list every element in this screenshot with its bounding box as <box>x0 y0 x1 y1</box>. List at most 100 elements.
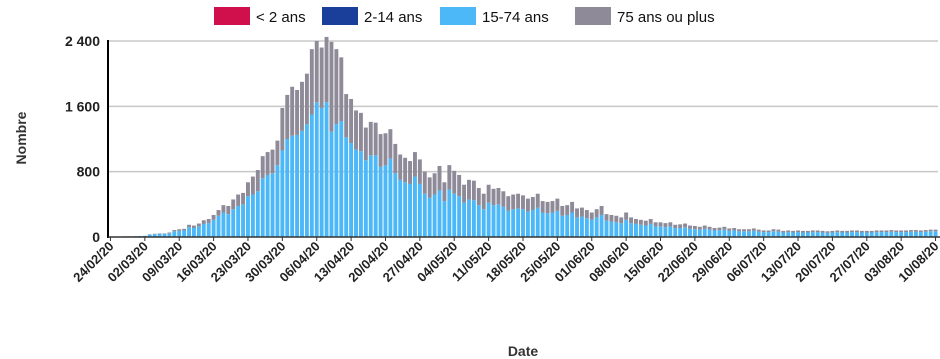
bar-segment <box>368 121 373 156</box>
bar-segment <box>491 205 496 237</box>
bar-segment <box>727 230 732 238</box>
bar-segment <box>889 231 894 237</box>
bar-segment <box>629 217 633 224</box>
bar-segment <box>688 225 692 229</box>
legend-item-under-2[interactable]: < 2 ans <box>214 7 306 26</box>
bar-segment <box>290 135 295 237</box>
bar-segment <box>216 215 221 237</box>
bar-segment <box>260 156 265 179</box>
bar-segment <box>746 231 751 237</box>
bar-segment <box>722 229 727 237</box>
legend-item-75-plus[interactable]: 75 ans ou plus <box>575 7 715 26</box>
legend-item-2-14[interactable]: 2-14 ans <box>322 7 422 26</box>
bar-segment <box>560 205 565 216</box>
bars <box>108 36 938 238</box>
bar-segment <box>339 57 344 122</box>
bar-segment <box>354 149 358 237</box>
bar-segment <box>800 230 805 233</box>
bar-segment <box>506 210 511 237</box>
bar-segment <box>624 212 629 220</box>
bar-segment <box>349 98 354 144</box>
bar-segment <box>791 230 796 233</box>
bar-segment <box>329 131 334 237</box>
bar-segment <box>820 230 825 233</box>
bar-segment <box>378 134 383 167</box>
bar-segment <box>565 214 570 237</box>
bar-segment <box>653 222 658 227</box>
bar-segment <box>295 134 300 237</box>
bar-segment <box>545 213 550 237</box>
bar-segment <box>864 230 869 233</box>
bar-segment <box>467 179 471 200</box>
bar-segment <box>314 41 319 103</box>
bar-segment <box>241 204 246 237</box>
bar-segment <box>324 102 329 237</box>
bar-segment <box>835 232 840 237</box>
bar-segment <box>442 182 447 202</box>
bar-segment <box>643 220 648 226</box>
y-tick-label: 1 600 <box>65 98 100 114</box>
bar-segment <box>599 205 604 215</box>
bar-segment <box>196 226 201 237</box>
bar-segment <box>683 227 688 237</box>
bar-segment <box>565 205 570 215</box>
bar-segment <box>447 165 452 190</box>
bar-segment <box>604 214 609 221</box>
bar-segment <box>712 230 717 237</box>
bar-segment <box>629 223 633 237</box>
bar-segment <box>771 229 776 232</box>
bar-segment <box>796 232 800 237</box>
bar-segment <box>899 230 904 233</box>
bar-segment <box>388 129 393 159</box>
bar-segment <box>800 232 805 237</box>
y-tick-label: 800 <box>77 164 101 180</box>
bar-segment <box>904 230 909 233</box>
bar-segment <box>712 228 717 231</box>
bar-segment <box>187 227 191 237</box>
bar-segment <box>295 90 300 135</box>
bar-segment <box>648 219 653 224</box>
bar-segment <box>874 232 879 237</box>
bar-segment <box>555 198 560 211</box>
bar-segment <box>196 223 201 227</box>
bar-segment <box>206 223 211 237</box>
bar-segment <box>614 222 619 237</box>
legend-item-15-74[interactable]: 15-74 ans <box>440 7 549 26</box>
bar-segment <box>300 81 304 131</box>
bar-segment <box>408 183 412 237</box>
bar-segment <box>250 194 255 237</box>
bar-segment <box>923 230 928 232</box>
bar-segment <box>206 219 211 224</box>
bar-segment <box>540 201 545 213</box>
bar-segment <box>462 184 467 203</box>
bar-segment <box>825 232 830 237</box>
bar-segment <box>147 234 152 237</box>
bar-segment <box>501 191 506 207</box>
bar-segment <box>609 221 614 237</box>
bar-segment <box>894 232 899 237</box>
bar-segment <box>535 207 540 237</box>
bar-segment <box>285 94 290 139</box>
bar-segment <box>398 179 403 237</box>
bar-segment <box>216 210 221 216</box>
bar-segment <box>619 217 624 224</box>
bar-segment <box>241 192 246 205</box>
bar-segment <box>805 230 810 233</box>
bar-segment <box>314 102 319 237</box>
bar-segment <box>211 219 216 237</box>
y-axis-title: Nombre <box>13 111 29 164</box>
bar-segment <box>909 230 913 232</box>
bar-segment <box>422 171 427 194</box>
bar-segment <box>560 215 565 237</box>
bar-segment <box>771 231 776 237</box>
bar-segment <box>599 214 604 237</box>
bar-segment <box>167 232 172 234</box>
bar-segment <box>643 225 648 237</box>
bar-segment <box>388 158 393 237</box>
bar-segment <box>933 231 938 237</box>
bar-segment <box>815 232 820 237</box>
bar-segment <box>589 212 594 220</box>
bar-segment <box>722 226 727 230</box>
y-tick-label: 2 400 <box>65 33 100 49</box>
bar-segment <box>363 160 368 237</box>
